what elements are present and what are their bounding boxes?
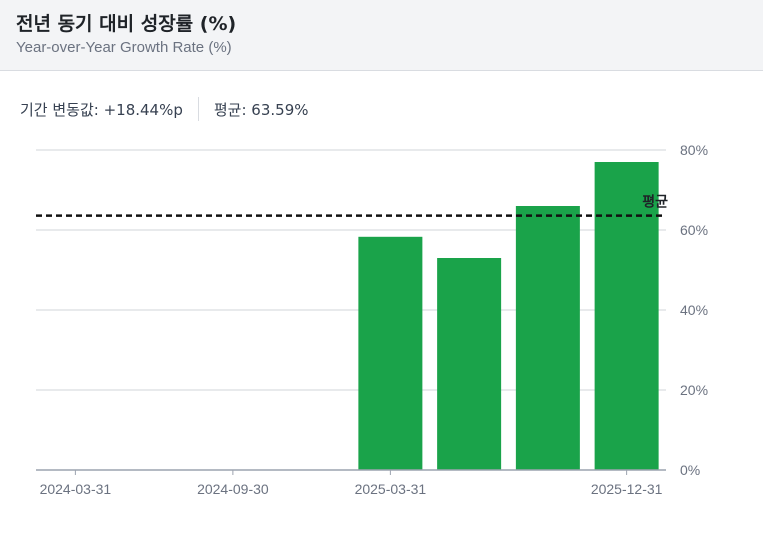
y-tick-label: 40% — [680, 302, 708, 318]
x-tick-label: 2024-09-30 — [197, 481, 269, 497]
y-tick-label: 20% — [680, 382, 708, 398]
bar — [437, 258, 502, 470]
x-tick-label: 2024-03-31 — [40, 481, 112, 497]
bar — [594, 162, 659, 470]
y-tick-label: 60% — [680, 222, 708, 238]
y-tick-label: 0% — [680, 462, 700, 478]
average-line-label: 평균 — [642, 194, 668, 211]
x-tick-label: 2025-12-31 — [591, 481, 663, 497]
growth-bar-chart: 0% 20% 40% 60% 80% 2024-03-31 2024-09-30 2025-0… — [36, 142, 708, 497]
chart-subtitle: Year-over-Year Growth Rate (%) — [16, 39, 232, 56]
average-stat: 평균: 63.59% — [213, 100, 309, 119]
chart-header: 전년 동기 대비 성장률 (%) Year-over-Year Growth R… — [0, 0, 763, 71]
x-tick-label: 2025-03-31 — [355, 481, 427, 497]
stats-bar: 기간 변동값: +18.44%p 평균: 63.59% — [20, 97, 309, 121]
chart-title: 전년 동기 대비 성장률 (%) — [16, 13, 237, 35]
bar — [358, 236, 423, 470]
y-tick-label: 80% — [680, 142, 708, 158]
period-change-stat: 기간 변동값: +18.44%p — [20, 100, 183, 119]
bar — [515, 206, 580, 470]
stats-divider — [197, 97, 199, 121]
